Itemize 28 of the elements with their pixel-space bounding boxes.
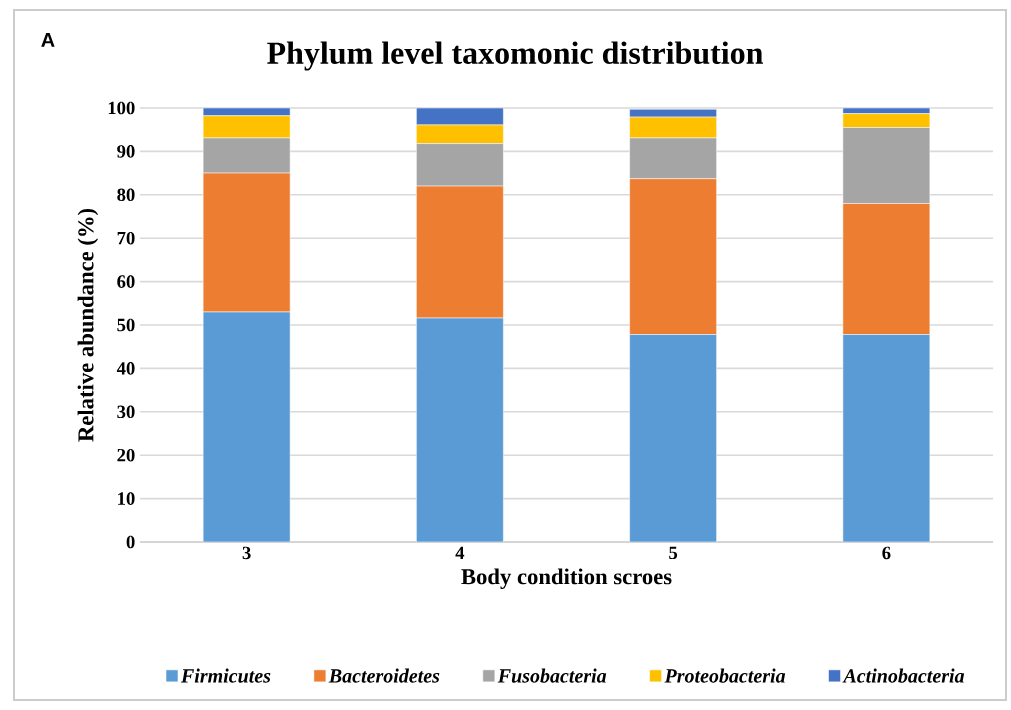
y-tick-label: 50: [117, 318, 135, 332]
x-tick-label: 5: [669, 546, 678, 560]
y-tick-label: 60: [117, 275, 135, 288]
bar: [416, 317, 504, 542]
y-tick-label: 100: [108, 101, 135, 115]
bar: [842, 334, 931, 542]
y-tick-label: 10: [118, 492, 135, 505]
legend-label: Proteobacteria: [664, 668, 786, 683]
legend-label: Actinobacteria: [842, 668, 965, 683]
y-axis-title: Relative abundance (%): [77, 208, 99, 442]
y-tick-label: 90: [117, 145, 135, 158]
y-tick-label: 70: [117, 231, 135, 245]
chart-title: Phylum level taxomonic distribution: [267, 41, 763, 71]
x-tick-label: 4: [455, 546, 465, 559]
x-tick-label: 3: [242, 546, 251, 560]
x-tick-label: 6: [882, 546, 891, 560]
bar: [202, 311, 291, 542]
legend-label: Bacteroidetes: [328, 668, 440, 683]
x-axis-title: Body condition scroes: [461, 568, 672, 590]
legend-label: Firmicutes: [180, 668, 271, 683]
y-tick-label: 20: [117, 448, 135, 462]
y-tick-label: 40: [116, 362, 135, 375]
text: A: [41, 33, 55, 47]
y-tick-label: 80: [117, 188, 135, 202]
y-tick-label: 0: [126, 535, 135, 549]
legend-label: Fusobacteria: [497, 668, 607, 683]
bar: [629, 334, 717, 542]
y-tick-label: 30: [117, 405, 135, 419]
